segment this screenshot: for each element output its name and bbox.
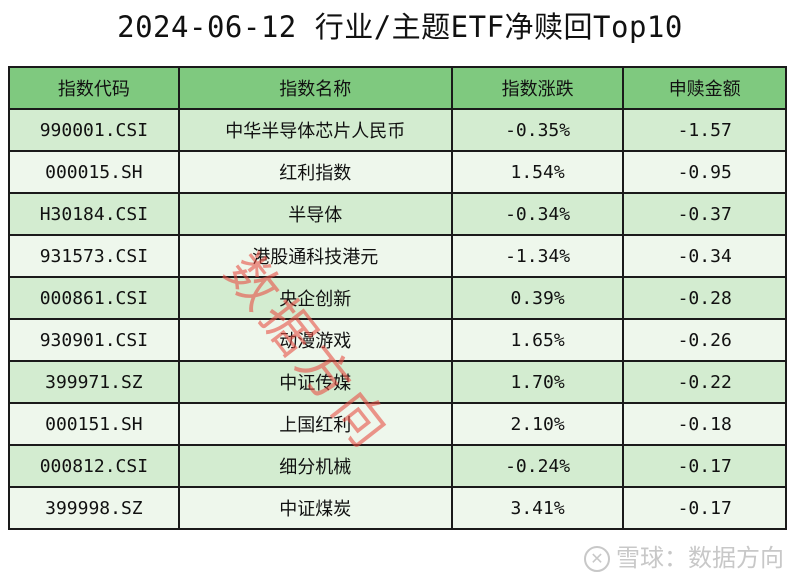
cell-amount: -0.17 [622, 444, 787, 488]
cell-change: 0.39% [450, 276, 625, 320]
cell-amount: -0.37 [622, 192, 787, 236]
cell-change: -1.34% [450, 234, 625, 278]
page-title: 2024-06-12 行业/主题ETF净赎回Top10 [117, 10, 683, 44]
cell-change: -0.24% [450, 444, 625, 488]
table-row: 931573.CSI 港股通科技港元 -1.34% -0.34 [8, 234, 787, 278]
cell-code: 930901.CSI [8, 318, 180, 362]
cell-code: H30184.CSI [8, 192, 180, 236]
cell-code: 990001.CSI [8, 108, 180, 152]
cell-name: 中证传媒 [177, 360, 453, 404]
cell-amount: -0.18 [622, 402, 787, 446]
cell-name: 央企创新 [177, 276, 453, 320]
cell-amount: -0.26 [622, 318, 787, 362]
cell-change: -0.34% [450, 192, 625, 236]
table-row: 000151.SH 上国红利 2.10% -0.18 [8, 402, 787, 446]
cell-amount: -0.34 [622, 234, 787, 278]
cell-change: 2.10% [450, 402, 625, 446]
cell-name: 中华半导体芯片人民币 [177, 108, 453, 152]
header-redemption-amount: 申赎金额 [622, 66, 787, 110]
cell-name: 上国红利 [177, 402, 453, 446]
cell-name: 港股通科技港元 [177, 234, 453, 278]
cell-amount: -0.28 [622, 276, 787, 320]
table-row: 399971.SZ 中证传媒 1.70% -0.22 [8, 360, 787, 404]
cell-code: 000812.CSI [8, 444, 180, 488]
cell-amount: -0.95 [622, 150, 787, 194]
cell-name: 动漫游戏 [177, 318, 453, 362]
table-row: 990001.CSI 中华半导体芯片人民币 -0.35% -1.57 [8, 108, 787, 152]
cell-code: 931573.CSI [8, 234, 180, 278]
cell-amount: -0.22 [622, 360, 787, 404]
cell-change: 3.41% [450, 486, 625, 530]
cell-code: 000151.SH [8, 402, 180, 446]
cell-code: 399998.SZ [8, 486, 180, 530]
etf-redemption-table: 指数代码 指数名称 指数涨跌 申赎金额 990001.CSI 中华半导体芯片人民… [8, 66, 787, 530]
cell-name: 细分机械 [177, 444, 453, 488]
table-row: 000015.SH 红利指数 1.54% -0.95 [8, 150, 787, 194]
cell-change: -0.35% [450, 108, 625, 152]
cell-name: 中证煤炭 [177, 486, 453, 530]
cell-change: 1.70% [450, 360, 625, 404]
cell-amount: -0.17 [622, 486, 787, 530]
brand-text: 雪球：数据方向 [616, 544, 784, 572]
table-row: 399998.SZ 中证煤炭 3.41% -0.17 [8, 486, 787, 530]
snowball-logo-icon: ✕ [584, 546, 610, 572]
cell-change: 1.54% [450, 150, 625, 194]
header-index-name: 指数名称 [177, 66, 453, 110]
table-header-row: 指数代码 指数名称 指数涨跌 申赎金额 [8, 66, 787, 110]
cell-change: 1.65% [450, 318, 625, 362]
header-index-change: 指数涨跌 [450, 66, 625, 110]
brand-watermark: ✕ 雪球：数据方向 [584, 538, 784, 573]
table-row: 930901.CSI 动漫游戏 1.65% -0.26 [8, 318, 787, 362]
table-row: 000812.CSI 细分机械 -0.24% -0.17 [8, 444, 787, 488]
cell-name: 半导体 [177, 192, 453, 236]
cell-code: 399971.SZ [8, 360, 180, 404]
cell-amount: -1.57 [622, 108, 787, 152]
header-index-code: 指数代码 [8, 66, 180, 110]
cell-code: 000015.SH [8, 150, 180, 194]
table-row: 000861.CSI 央企创新 0.39% -0.28 [8, 276, 787, 320]
cell-code: 000861.CSI [8, 276, 180, 320]
cell-name: 红利指数 [177, 150, 453, 194]
table-row: H30184.CSI 半导体 -0.34% -0.37 [8, 192, 787, 236]
